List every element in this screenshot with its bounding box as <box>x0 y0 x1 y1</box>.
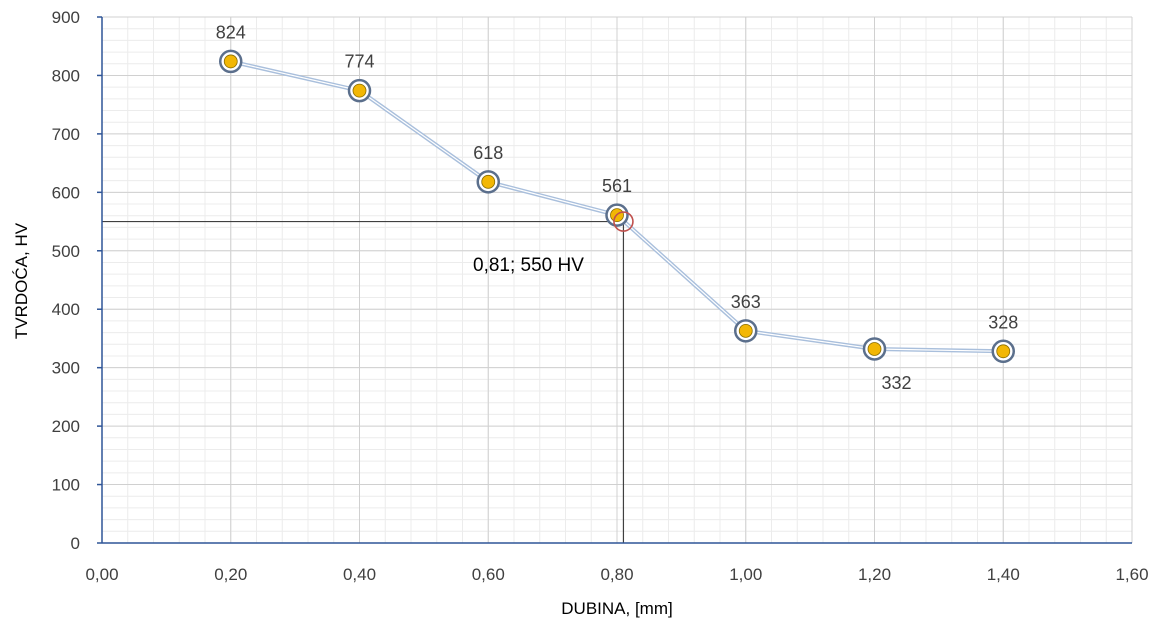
data-label: 824 <box>216 22 246 42</box>
data-point <box>481 174 496 189</box>
x-tick-label: 0,40 <box>343 565 376 584</box>
reference-point-label: 0,81; 550 HV <box>473 255 584 276</box>
axes <box>97 16 1132 544</box>
y-tick-label: 500 <box>52 242 80 261</box>
data-point <box>223 54 238 69</box>
y-tick-label: 800 <box>52 66 80 85</box>
data-point <box>867 342 882 356</box>
y-tick-label: 900 <box>52 8 80 27</box>
x-tick-label: 1,00 <box>729 565 762 584</box>
data-label: 363 <box>731 292 761 312</box>
data-labels: 824 774 618 561 363 332 328 <box>216 22 1019 393</box>
reference-lines <box>102 220 625 543</box>
data-label: 561 <box>602 176 632 196</box>
data-point <box>738 323 753 338</box>
y-tick-label: 700 <box>52 125 80 144</box>
data-label: 328 <box>988 312 1018 332</box>
y-tick-label: 600 <box>52 183 80 202</box>
data-label: 618 <box>473 143 503 163</box>
y-tick-label: 400 <box>52 300 80 319</box>
x-tick-label: 1,60 <box>1115 565 1148 584</box>
x-tick-label: 0,00 <box>85 565 118 584</box>
x-axis-title: DUBINA, [mm] <box>561 599 672 618</box>
tick-labels: 0 100 200 300 400 500 600 700 800 900 0,00 0,20 0,40… <box>52 8 1149 584</box>
y-axis-title: TVRDOĆA, HV <box>12 222 31 339</box>
data-point <box>352 83 367 98</box>
y-tick-label: 300 <box>52 359 80 378</box>
data-point <box>996 344 1011 359</box>
y-tick-label: 100 <box>52 476 80 495</box>
y-tick-label: 200 <box>52 417 80 436</box>
x-tick-label: 0,20 <box>214 565 247 584</box>
data-label: 774 <box>344 52 374 72</box>
y-tick-label: 0 <box>71 534 80 553</box>
reference-point-marker <box>613 211 634 232</box>
x-tick-label: 0,60 <box>472 565 505 584</box>
x-tick-label: 0,80 <box>600 565 633 584</box>
data-markers <box>219 49 1015 364</box>
x-tick-label: 1,40 <box>987 565 1020 584</box>
data-label: 332 <box>881 373 911 393</box>
x-tick-label: 1,20 <box>858 565 891 584</box>
